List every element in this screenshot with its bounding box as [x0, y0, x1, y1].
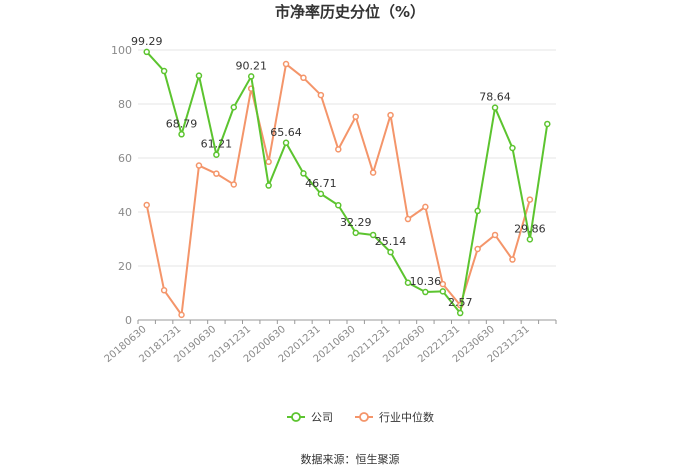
- series-point-1: [474, 245, 481, 253]
- data-label: 25.14: [375, 235, 407, 248]
- series-point-0: [369, 231, 377, 239]
- series-point-0: [387, 248, 394, 256]
- series-point-0: [352, 229, 359, 237]
- series-point-1: [282, 60, 290, 68]
- series-point-0: [300, 170, 307, 177]
- series-point-1: [143, 201, 150, 209]
- series-point-0: [456, 309, 464, 317]
- y-tick-label: 80: [118, 98, 132, 111]
- data-label: 65.64: [270, 126, 302, 139]
- y-tick-label: 40: [118, 206, 132, 219]
- y-tick-label: 20: [118, 260, 132, 273]
- data-label: 90.21: [235, 59, 267, 72]
- data-label: 68.79: [166, 117, 198, 130]
- legend-swatch-marker: [359, 412, 369, 422]
- source-note: 数据来源：恒生聚源: [301, 452, 400, 466]
- series-point-1: [422, 203, 429, 211]
- series-point-1: [195, 162, 203, 169]
- series-point-0: [213, 151, 220, 158]
- series-layer: [143, 48, 551, 319]
- series-point-0: [422, 288, 429, 296]
- series-line-0: [145, 51, 549, 315]
- series-point-0: [439, 288, 447, 295]
- legend-label: 行业中位数: [379, 410, 434, 424]
- series-point-0: [526, 236, 534, 243]
- y-tick-label: 0: [125, 314, 132, 327]
- data-label: 61.21: [201, 138, 233, 151]
- data-label: 46.71: [305, 177, 337, 190]
- legend[interactable]: 公司 行业中位数: [287, 410, 434, 424]
- y-tick-label: 100: [111, 44, 132, 57]
- series-point-0: [178, 131, 185, 138]
- series-point-0: [247, 73, 255, 80]
- series-point-1: [526, 196, 534, 203]
- series-point-1: [160, 287, 168, 294]
- series-point-1: [404, 215, 412, 223]
- series-point-1: [300, 74, 307, 82]
- legend-item-1[interactable]: 行业中位数: [355, 410, 434, 424]
- series-point-1: [352, 113, 359, 120]
- series-point-1: [230, 181, 238, 188]
- series-point-1: [439, 280, 447, 288]
- legend-item-0[interactable]: 公司: [287, 411, 333, 424]
- series-point-0: [230, 103, 238, 111]
- series-point-1: [265, 158, 272, 166]
- series-point-0: [474, 207, 481, 215]
- series-point-1: [369, 169, 377, 176]
- grid-layer: [138, 49, 556, 267]
- y-axis: 0 20 40 60 80 100: [111, 44, 132, 327]
- x-axis: 2018063020181231201906302019123120200630…: [103, 319, 557, 365]
- data-label: 2.57: [448, 296, 473, 309]
- series-point-0: [404, 279, 412, 286]
- series-point-0: [509, 144, 516, 152]
- series-point-0: [160, 67, 168, 75]
- series-point-0: [195, 72, 203, 79]
- series-point-1: [491, 231, 499, 239]
- series-point-1: [213, 170, 220, 177]
- data-label: 29.86: [514, 222, 546, 235]
- data-label: 10.36: [410, 275, 442, 288]
- y-tick-label: 60: [118, 152, 132, 165]
- series-point-1: [178, 311, 185, 319]
- data-label: 78.64: [479, 91, 511, 104]
- series-point-0: [317, 190, 325, 198]
- series-point-0: [282, 139, 290, 147]
- series-point-0: [143, 48, 150, 56]
- data-label: 99.29: [131, 35, 163, 48]
- series-point-0: [544, 120, 551, 128]
- series-point-0: [335, 202, 342, 209]
- series-point-1: [509, 256, 516, 263]
- series-point-0: [491, 104, 499, 111]
- chart-title: 市净率历史分位（%）: [275, 3, 425, 21]
- legend-swatch-marker: [291, 412, 301, 422]
- series-point-1: [387, 111, 394, 119]
- series-point-1: [317, 91, 325, 99]
- series-point-1: [335, 146, 342, 153]
- legend-label: 公司: [311, 411, 333, 424]
- data-label: 32.29: [340, 216, 372, 229]
- series-point-0: [265, 182, 272, 189]
